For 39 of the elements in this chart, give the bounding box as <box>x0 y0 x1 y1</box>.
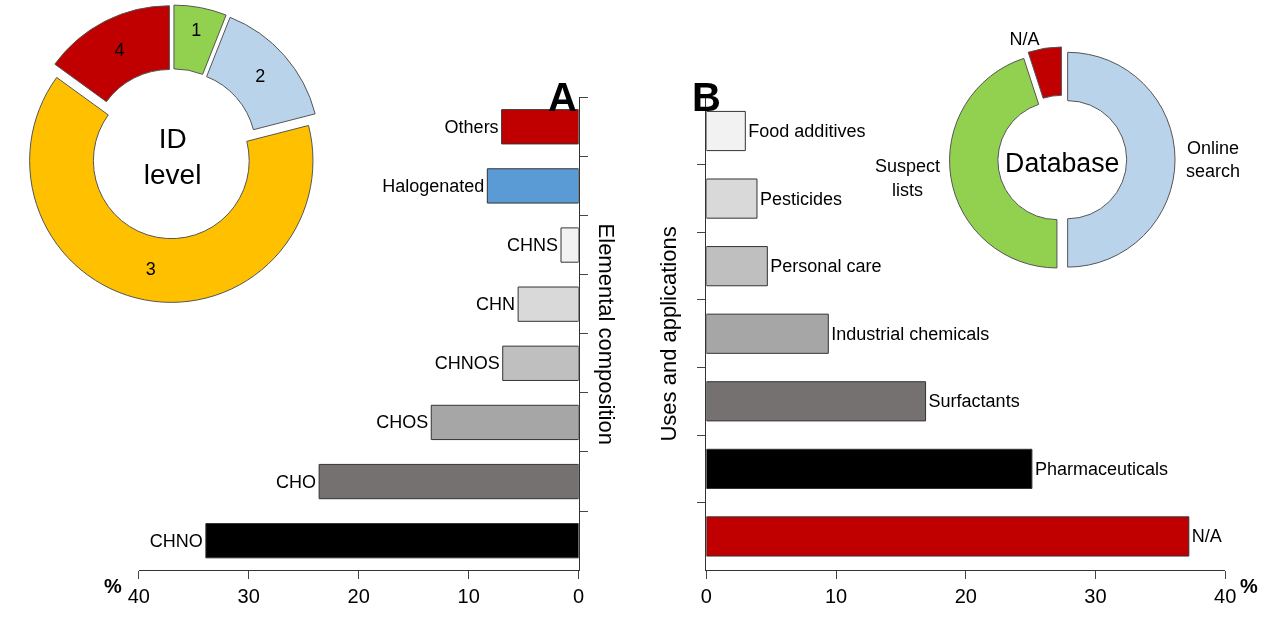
y-tick-label: CHNO <box>149 530 203 551</box>
y-tick-label: Halogenated <box>382 175 485 196</box>
slice-label: 2 <box>255 66 266 87</box>
slice-label: N/A <box>1009 28 1040 49</box>
chart-title: B <box>692 75 721 119</box>
y-tick-label: Pesticides <box>759 188 843 209</box>
y-tick-label: Personal care <box>770 256 882 277</box>
y-tick-label: CHOS <box>376 412 429 433</box>
x-tick-label: 40 <box>127 585 150 608</box>
x-tick-label: 20 <box>954 585 977 608</box>
chart-title: A <box>548 75 577 119</box>
y-tick-label: Others <box>444 116 499 137</box>
x-axis-title: % <box>104 575 122 597</box>
text: Database <box>1005 147 1120 178</box>
slice-label: Online search <box>1185 138 1240 182</box>
y-tick-label: Pharmaceuticals <box>1034 458 1168 479</box>
x-tick-label: 40 <box>1214 585 1237 608</box>
y-tick-label: Industrial chemicals <box>831 323 990 344</box>
x-tick-label: 10 <box>457 585 480 608</box>
x-tick-label: 30 <box>237 585 260 608</box>
y-tick-label: CHNS <box>506 235 558 256</box>
slice-label: 1 <box>191 19 202 40</box>
slice-label: Suspect lists <box>874 156 941 200</box>
x-tick-label: 30 <box>1084 585 1107 608</box>
y-tick-label: CHNOS <box>434 353 500 374</box>
y-tick-label: CHN <box>476 294 516 315</box>
y-tick-label: Food additives <box>748 121 866 142</box>
x-tick-label: 0 <box>700 585 712 608</box>
x-tick-label: 0 <box>573 585 585 608</box>
x-tick-label: 20 <box>347 585 370 608</box>
slice-label: 4 <box>114 39 125 60</box>
y-axis-title: Elemental composition <box>593 223 619 445</box>
text: ID level <box>143 123 202 191</box>
slice-label: 3 <box>145 258 156 279</box>
y-axis-title: Uses and applications <box>656 226 682 442</box>
x-axis-title: % <box>1240 575 1258 597</box>
y-tick-label: Surfactants <box>928 391 1020 412</box>
x-tick-label: 10 <box>824 585 848 608</box>
y-tick-label: CHO <box>276 471 317 492</box>
